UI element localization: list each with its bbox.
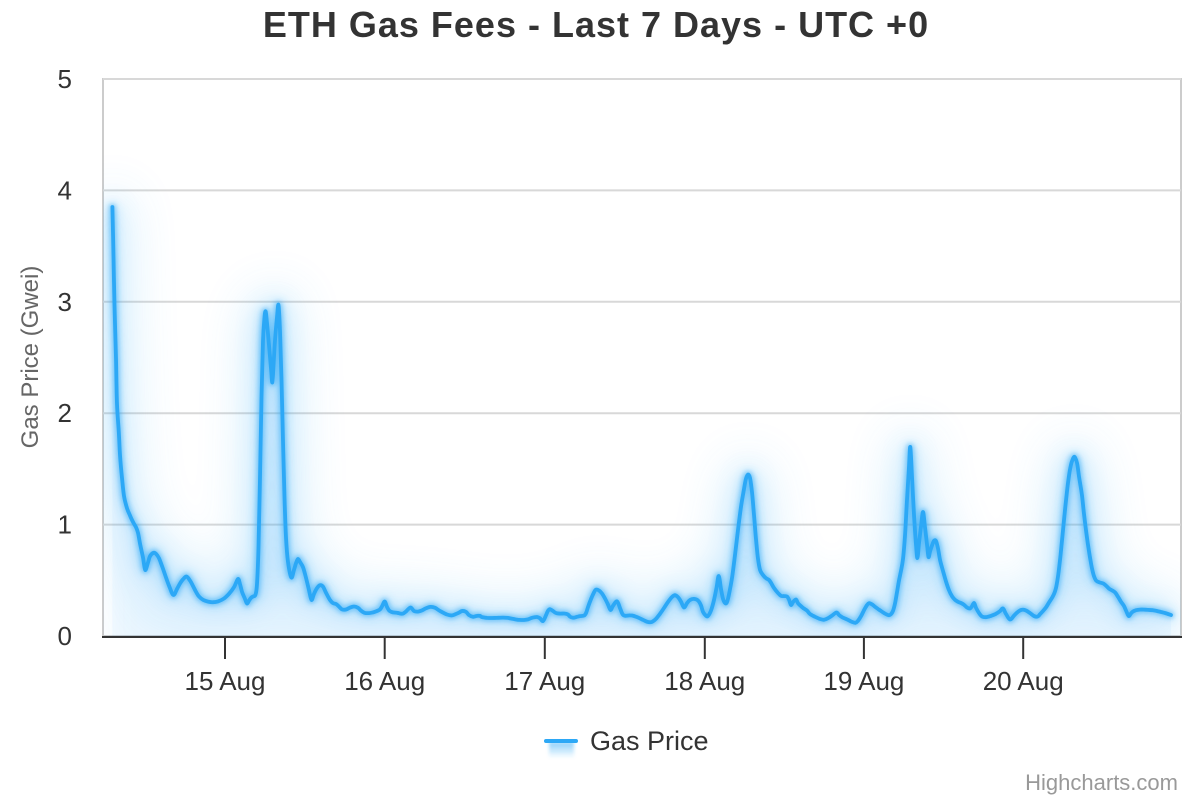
svg-text:Gas Price (Gwei): Gas Price (Gwei) (17, 266, 44, 449)
svg-text:0: 0 (58, 621, 72, 651)
svg-text:3: 3 (58, 287, 72, 317)
svg-text:2: 2 (58, 398, 72, 428)
svg-text:20 Aug: 20 Aug (983, 666, 1064, 696)
svg-text:15 Aug: 15 Aug (185, 666, 266, 696)
svg-text:17 Aug: 17 Aug (504, 666, 585, 696)
svg-text:19 Aug: 19 Aug (823, 666, 904, 696)
svg-text:5: 5 (58, 64, 72, 94)
svg-text:Highcharts.com: Highcharts.com (1025, 770, 1178, 795)
svg-text:18 Aug: 18 Aug (664, 666, 745, 696)
svg-text:16 Aug: 16 Aug (344, 666, 425, 696)
svg-text:Gas Price: Gas Price (590, 726, 709, 756)
svg-text:ETH Gas Fees - Last 7 Days - U: ETH Gas Fees - Last 7 Days - UTC +0 (263, 4, 929, 45)
svg-text:4: 4 (58, 175, 72, 205)
svg-text:1: 1 (58, 510, 72, 540)
